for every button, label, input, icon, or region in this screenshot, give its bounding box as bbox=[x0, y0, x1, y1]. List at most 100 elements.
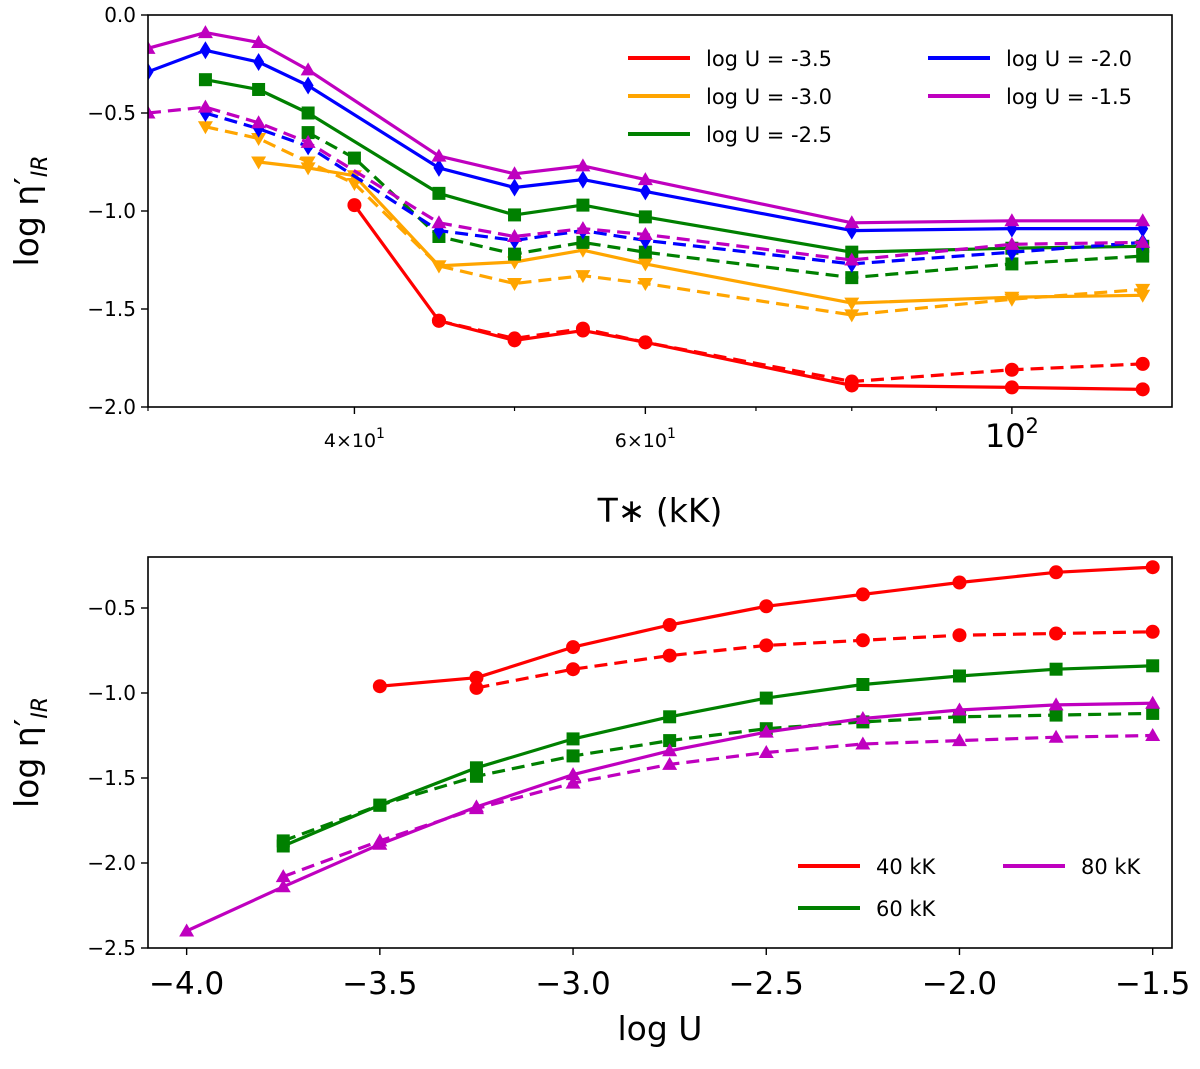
data-point bbox=[1004, 380, 1019, 395]
data-point bbox=[1048, 729, 1064, 743]
data-point bbox=[507, 278, 523, 292]
y-tick-label: −1.0 bbox=[87, 199, 136, 223]
y-tick-label: 0.0 bbox=[104, 3, 136, 27]
series-log-u-1-5-dashed bbox=[148, 99, 1151, 266]
series-line bbox=[257, 160, 1145, 305]
series-80-kk-dashed bbox=[275, 728, 1161, 883]
data-point bbox=[566, 640, 581, 655]
data-point bbox=[565, 767, 581, 781]
series-60-kk-solid bbox=[276, 659, 1160, 853]
data-point bbox=[1146, 706, 1160, 720]
data-point bbox=[637, 278, 653, 292]
series-log-u-3-0-dashed bbox=[197, 121, 1151, 323]
data-point bbox=[639, 182, 651, 201]
series-line bbox=[352, 203, 1145, 391]
legend-label: log U = -3.5 bbox=[706, 47, 832, 71]
data-point bbox=[431, 313, 446, 328]
legend-entry: 40 kK bbox=[798, 855, 937, 879]
data-point bbox=[855, 711, 871, 724]
legend-label: log U = -3.0 bbox=[706, 85, 832, 109]
x-tick-label: 4×101 bbox=[324, 426, 385, 452]
data-point bbox=[300, 134, 316, 148]
data-point bbox=[565, 775, 581, 789]
data-point bbox=[662, 756, 678, 770]
x-axis-title: log U bbox=[618, 1009, 703, 1048]
data-point bbox=[346, 178, 362, 192]
x-tick-label: −4.0 bbox=[149, 966, 224, 1002]
data-point bbox=[1135, 356, 1150, 371]
data-point bbox=[507, 331, 522, 346]
series-line bbox=[148, 48, 1145, 233]
data-point bbox=[1136, 249, 1150, 263]
data-point bbox=[845, 271, 859, 285]
data-point bbox=[566, 749, 580, 763]
data-point bbox=[575, 221, 591, 235]
data-point bbox=[251, 156, 267, 170]
series-line bbox=[205, 125, 1143, 317]
data-point bbox=[638, 210, 652, 224]
data-point bbox=[302, 76, 314, 95]
data-point bbox=[1049, 662, 1063, 676]
data-point bbox=[662, 648, 677, 663]
data-point bbox=[845, 245, 859, 259]
data-point bbox=[1135, 213, 1151, 227]
data-point bbox=[1049, 708, 1063, 722]
data-point bbox=[198, 73, 212, 87]
data-point bbox=[179, 923, 195, 937]
data-point bbox=[1146, 659, 1160, 673]
data-point bbox=[952, 575, 967, 590]
series-40-kk-dashed bbox=[469, 624, 1160, 695]
data-point bbox=[275, 869, 291, 883]
legend-entry: 80 kK bbox=[1003, 855, 1142, 879]
data-point bbox=[575, 270, 591, 284]
data-point bbox=[1004, 236, 1020, 250]
legend-entry: 60 kK bbox=[798, 897, 937, 921]
y-tick-label: −1.5 bbox=[87, 297, 136, 321]
data-point bbox=[252, 82, 266, 96]
series-log-u-2-5-dashed bbox=[301, 126, 1150, 285]
data-point bbox=[759, 691, 773, 705]
data-point bbox=[759, 599, 774, 614]
data-point bbox=[433, 158, 445, 177]
legend-label: 40 kK bbox=[876, 855, 937, 879]
data-point bbox=[469, 769, 483, 783]
x-axis-title: T∗ (kK) bbox=[597, 491, 723, 530]
series-log-u-2-5-solid bbox=[198, 73, 1150, 259]
data-point bbox=[638, 335, 653, 350]
legend-entry: log U = -3.5 bbox=[628, 47, 832, 71]
data-point bbox=[1145, 728, 1161, 741]
series-line bbox=[282, 711, 1153, 843]
y-tick-label: −1.0 bbox=[87, 681, 136, 705]
data-point bbox=[844, 374, 859, 389]
data-point bbox=[468, 801, 484, 815]
y-tick-label: −2.0 bbox=[87, 395, 136, 419]
data-point bbox=[301, 106, 315, 120]
legend: 40 kK 60 kK 80 kK bbox=[798, 855, 1142, 921]
data-point bbox=[758, 724, 774, 738]
data-point bbox=[1049, 565, 1064, 580]
legend-label: log U = -1.5 bbox=[1006, 85, 1132, 109]
legend-label: 80 kK bbox=[1081, 855, 1142, 879]
data-point bbox=[1145, 624, 1160, 639]
data-point bbox=[575, 321, 590, 336]
data-point bbox=[1145, 695, 1161, 709]
data-point bbox=[197, 99, 213, 113]
bottom-chart-panel: −4.0 −3.5 −3.0 −2.5 −2.0 −1.5 −0.5 −1.0 −1.5 −2.0… bbox=[7, 556, 1190, 1048]
data-point bbox=[1135, 382, 1150, 397]
data-point bbox=[373, 798, 387, 812]
x-tick-label: −3.0 bbox=[535, 966, 610, 1002]
data-point bbox=[197, 25, 213, 39]
y-tick-label: −0.5 bbox=[87, 101, 136, 125]
data-point bbox=[1004, 362, 1019, 377]
series-line bbox=[476, 630, 1153, 690]
y-axis-title: log η′IR bbox=[7, 156, 53, 267]
data-point bbox=[509, 178, 521, 197]
data-point bbox=[1135, 283, 1151, 297]
data-point bbox=[1004, 213, 1020, 227]
data-point bbox=[148, 40, 156, 54]
data-point bbox=[576, 235, 590, 249]
x-tick-label: −2.0 bbox=[922, 966, 997, 1002]
data-point bbox=[469, 680, 484, 695]
data-point bbox=[508, 247, 522, 261]
